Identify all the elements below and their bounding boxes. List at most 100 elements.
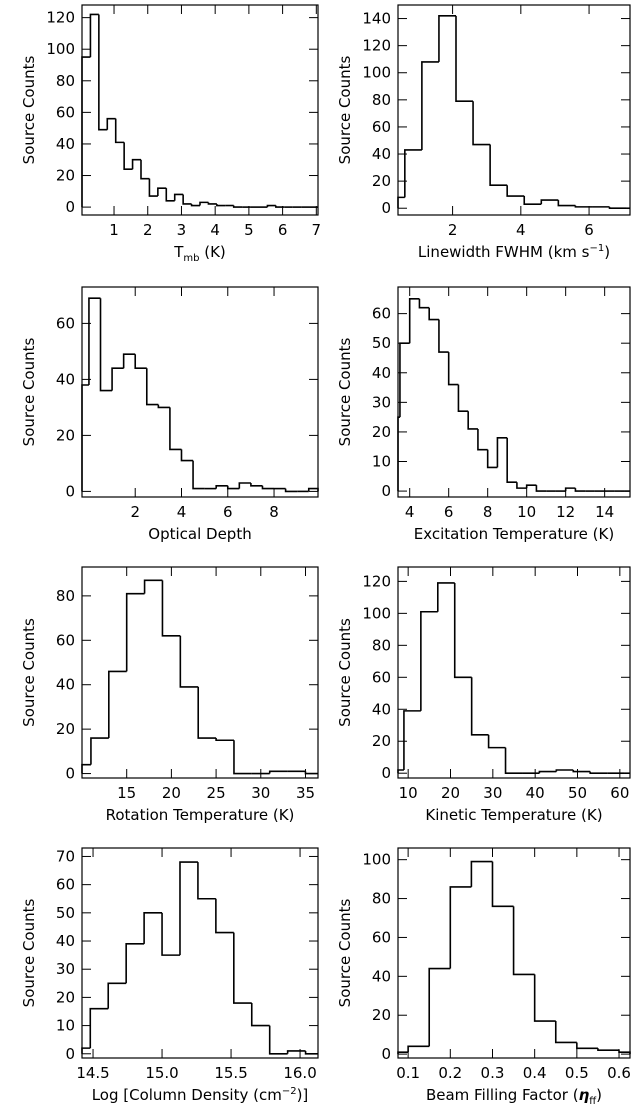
y-axis-label: Source Counts — [336, 55, 354, 164]
x-axis-label-part: −2 — [282, 1086, 297, 1097]
histogram-bin — [89, 1007, 109, 1049]
histogram-bin — [81, 384, 89, 492]
x-tick-label: 14.5 — [76, 1064, 109, 1082]
histogram-bin — [81, 763, 91, 774]
y-tick-label: 30 — [372, 393, 391, 411]
x-axis-label: Tmb (K) — [173, 243, 226, 264]
histogram-bin — [111, 367, 124, 391]
histogram-bin — [420, 610, 438, 711]
histogram-bin — [397, 1051, 409, 1055]
y-tick-label: 0 — [381, 482, 391, 500]
x-axis-label: Rotation Temperature (K) — [106, 806, 295, 824]
y-tick-label: 10 — [372, 453, 391, 471]
histogram-bin — [403, 710, 421, 771]
plot-frame — [81, 4, 319, 216]
histogram-bin — [491, 861, 514, 908]
y-tick-label: 100 — [362, 851, 391, 869]
y-tick-label: 50 — [56, 904, 75, 922]
plot-frame — [397, 847, 631, 1059]
x-tick-label: 6 — [223, 503, 233, 521]
histogram-bin — [589, 771, 608, 775]
x-axis-label-part: Excitation Temperature (K) — [414, 525, 614, 543]
y-tick-label: 40 — [56, 676, 75, 694]
plot-frame — [81, 286, 319, 498]
histogram-bin — [88, 297, 101, 385]
histogram-bin — [418, 298, 430, 309]
x-tick-label: 2 — [130, 503, 140, 521]
y-tick-label: 0 — [65, 198, 75, 216]
histogram-bin — [286, 1050, 306, 1054]
y-tick-label: 40 — [372, 967, 391, 985]
histogram-bin — [404, 149, 422, 198]
y-tick-label: 0 — [65, 765, 75, 783]
histogram-bin — [436, 582, 455, 612]
histogram-bin — [554, 1021, 577, 1044]
y-tick-label: 40 — [372, 145, 391, 163]
histogram-bin — [233, 932, 252, 1004]
y-tick-label: 0 — [65, 1045, 75, 1063]
y-tick-label: 20 — [372, 1006, 391, 1024]
x-axis-label-part: mb — [183, 253, 199, 264]
y-axis-label: Source Counts — [336, 337, 354, 446]
x-tick-label: 0.3 — [481, 1064, 505, 1082]
histogram-bin — [304, 1050, 318, 1055]
histogram-bin — [122, 353, 136, 369]
histogram-bin — [486, 449, 498, 469]
y-tick-label: 60 — [56, 103, 75, 121]
y-tick-label: 80 — [56, 587, 75, 605]
histogram-bin — [472, 101, 491, 146]
y-axis-label: Source Counts — [336, 898, 354, 1007]
histogram-bin — [165, 188, 175, 202]
histogram-bin — [512, 906, 535, 976]
histogram-bin — [232, 205, 243, 208]
y-axis-label: Source Counts — [20, 55, 38, 164]
histogram-bin — [108, 670, 127, 739]
histogram-bin — [250, 483, 263, 487]
histogram-bin — [557, 200, 576, 207]
x-axis-label: Log [Column Density (cm−2)] — [92, 1086, 309, 1104]
x-tick-label: 15.0 — [145, 1064, 178, 1082]
x-tick-label: 0.6 — [607, 1064, 631, 1082]
histogram-bin — [608, 206, 627, 210]
y-axis-label: Source Counts — [20, 337, 38, 446]
x-axis-label-part: (K) — [199, 243, 225, 261]
x-tick-label: 5 — [244, 221, 254, 239]
x-tick-label: 4 — [177, 503, 187, 521]
histogram-bin — [199, 201, 209, 206]
y-tick-label: 80 — [372, 636, 391, 654]
x-axis-label-part: )] — [297, 1086, 309, 1104]
histogram-bin — [407, 1045, 430, 1053]
histogram-bin — [207, 202, 217, 205]
x-tick-label: 15.5 — [214, 1064, 247, 1082]
histogram-bin — [538, 770, 557, 774]
histogram-bin — [233, 740, 252, 775]
x-tick-label: 6 — [584, 221, 594, 239]
y-axis-label: Source Counts — [336, 618, 354, 727]
histogram-bin — [216, 203, 226, 207]
histogram-bin — [525, 484, 537, 489]
y-tick-label: 30 — [56, 960, 75, 978]
histogram-bin — [197, 686, 217, 739]
histogram-bin — [555, 769, 574, 772]
x-axis-label: Beam Filling Factor (ηff) — [426, 1086, 602, 1107]
y-tick-label: 50 — [372, 334, 391, 352]
y-tick-label: 20 — [56, 167, 75, 185]
x-tick-label: 60 — [610, 784, 629, 802]
histogram-bin — [268, 770, 288, 774]
y-tick-label: 140 — [362, 10, 391, 28]
histogram-bin — [489, 144, 508, 186]
histogram-bin — [192, 460, 205, 490]
histogram-bin — [266, 204, 276, 208]
histogram-bin — [140, 159, 150, 180]
y-tick-label: 40 — [372, 700, 391, 718]
x-tick-label: 12 — [556, 503, 575, 521]
histogram-bin — [182, 194, 192, 205]
x-axis-label: Linewidth FWHM (km s−1) — [418, 243, 610, 261]
histogram-bin — [408, 298, 420, 344]
histogram-bin — [540, 199, 559, 205]
histogram-bin — [470, 860, 493, 887]
y-tick-label: 40 — [56, 370, 75, 388]
histogram-bin — [275, 205, 285, 208]
plot-frame — [81, 566, 319, 779]
